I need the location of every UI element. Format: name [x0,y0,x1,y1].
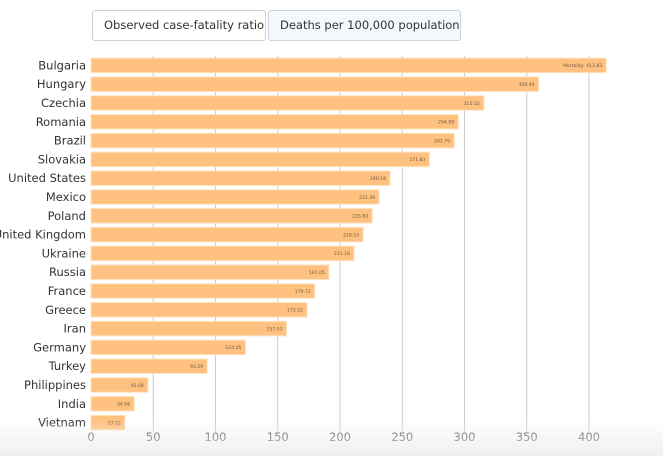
category-label: Vietnam [38,416,86,430]
category-label: Russia [49,265,86,279]
value-label: 291.70 [434,138,450,144]
category-label: United Kingdom [0,228,86,242]
y-axis-labels: Bulgaria Hungary Czechia Romania Brazil Slova… [0,58,86,429]
value-label: 179.72 [295,289,311,295]
bar-slovakia[interactable] [90,151,430,168]
bar-brazil[interactable] [90,132,455,149]
tab-case-fatality-ratio[interactable]: Observed case-fatality ratio [92,10,266,41]
category-label: India [58,397,86,411]
value-label: 45.68 [131,383,144,389]
category-label: Turkey [48,359,87,373]
value-label: 34.66 [117,402,130,408]
value-label: 27.22 [108,420,121,426]
bars: Mortality: 413.83 359.49 315.52 294.99 291.7… [90,57,607,431]
bar-india[interactable] [90,396,135,412]
x-tick-label: 300 [454,430,476,444]
x-tick-label: 150 [267,430,289,444]
bar-iran[interactable] [90,320,288,337]
category-label: Slovakia [38,152,86,166]
bar-united-states[interactable] [90,170,391,186]
category-label: Hungary [37,77,86,91]
bar-germany[interactable] [90,339,246,356]
category-label: Greece [45,303,86,317]
bar-united-kingdom[interactable] [90,226,364,243]
bar-hungary[interactable] [90,76,540,92]
x-axis-labels: 0 50 100 150 200 250 300 350 400 [87,430,600,444]
bar-ukraine[interactable] [90,245,355,262]
x-tick-label: 200 [329,430,351,444]
value-label: 191.05 [309,270,325,276]
bar-france[interactable] [90,283,316,299]
value-label: 218.53 [343,232,359,238]
x-tick-label: 50 [146,430,161,444]
value-label: 315.52 [464,101,480,107]
value-label: 294.99 [438,120,454,126]
x-tick-label: 350 [516,430,538,444]
tab-deaths-per-100k[interactable]: Deaths per 100,000 population [268,10,461,41]
bar-romania[interactable] [90,114,459,130]
x-tick-label: 0 [87,430,94,444]
value-label: 271.83 [409,157,425,163]
category-label: Philippines [24,378,86,392]
bar-philippines[interactable] [90,377,149,393]
category-label: Iran [64,322,86,336]
value-label: 93.29 [190,364,203,370]
x-tick-label: 100 [205,430,227,444]
bar-czechia[interactable] [90,95,485,111]
category-label: United States [8,171,86,185]
x-tick-label: 250 [391,430,413,444]
x-tick-label: 400 [578,430,600,444]
bar-turkey[interactable] [90,358,208,374]
category-label: Poland [48,209,86,223]
value-label: Mortality: 413.83 [563,63,602,69]
category-label: Ukraine [42,246,86,260]
value-label: 240.18 [370,176,386,182]
category-label: Czechia [41,96,86,110]
category-label: Bulgaria [38,58,86,72]
bar-poland[interactable] [90,208,373,224]
category-label: Germany [33,340,86,354]
value-label: 225.83 [352,214,368,220]
gridlines [152,56,590,432]
category-label: Romania [36,115,86,129]
value-label: 173.52 [287,308,303,314]
value-label: 359.49 [518,82,534,88]
value-label: 231.39 [359,195,375,201]
value-label: 157.03 [266,326,282,332]
value-label: 211.18 [334,251,350,257]
bar-mexico[interactable] [90,189,380,205]
category-label: Brazil [54,134,86,148]
bar-greece[interactable] [90,302,308,318]
bar-russia[interactable] [90,264,330,280]
metric-tabs: Observed case-fatality ratio Deaths per … [92,10,461,41]
bar-bulgaria[interactable] [90,57,607,74]
category-label: France [48,284,86,298]
category-label: Mexico [46,190,86,204]
value-label: 124.05 [225,345,241,351]
